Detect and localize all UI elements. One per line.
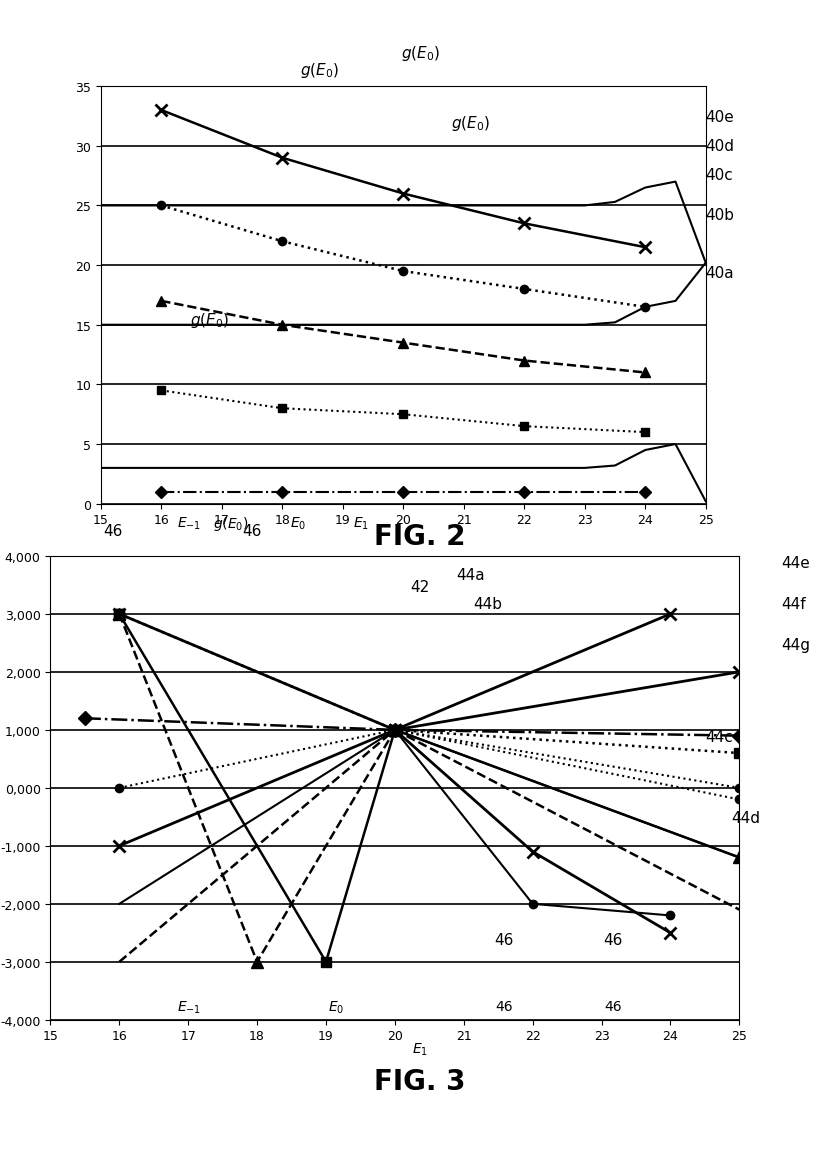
Text: 40b: 40b	[706, 209, 735, 224]
Text: 44a: 44a	[456, 568, 485, 583]
Text: $g(E_0)$: $g(E_0)$	[300, 61, 339, 80]
Text: 46: 46	[603, 933, 623, 948]
Text: $g(E_0)$: $g(E_0)$	[213, 515, 249, 532]
Text: 40e: 40e	[706, 110, 734, 125]
Text: $E_1$: $E_1$	[353, 516, 370, 532]
Text: 42: 42	[411, 580, 429, 595]
Text: 40a: 40a	[706, 267, 734, 282]
Text: 44c: 44c	[706, 730, 733, 745]
Text: 46: 46	[496, 1000, 512, 1014]
Text: $g(E_0)$: $g(E_0)$	[451, 114, 490, 132]
Text: $E_0$: $E_0$	[328, 999, 344, 1015]
Text: $E_0$: $E_0$	[290, 516, 307, 532]
Text: FIG. 2: FIG. 2	[375, 523, 465, 551]
Text: 46: 46	[605, 1000, 622, 1014]
Text: $g(E_0)$: $g(E_0)$	[401, 44, 439, 63]
Text: 44e: 44e	[781, 556, 810, 571]
Text: $g(E_0)$: $g(E_0)$	[191, 311, 229, 329]
Text: 46: 46	[242, 524, 262, 539]
Text: $E_{-1}$: $E_{-1}$	[177, 999, 201, 1015]
Text: 44b: 44b	[473, 597, 501, 612]
Text: 46: 46	[103, 524, 123, 539]
Text: 44g: 44g	[781, 637, 811, 653]
Text: 40d: 40d	[706, 139, 735, 154]
Text: $E_1$: $E_1$	[412, 1041, 428, 1057]
Text: 44d: 44d	[731, 811, 760, 826]
Text: 40c: 40c	[706, 168, 733, 183]
Text: 44f: 44f	[781, 597, 806, 612]
Text: $E_{-1}$: $E_{-1}$	[177, 516, 201, 532]
Text: FIG. 3: FIG. 3	[375, 1067, 465, 1095]
Text: 46: 46	[494, 933, 514, 948]
